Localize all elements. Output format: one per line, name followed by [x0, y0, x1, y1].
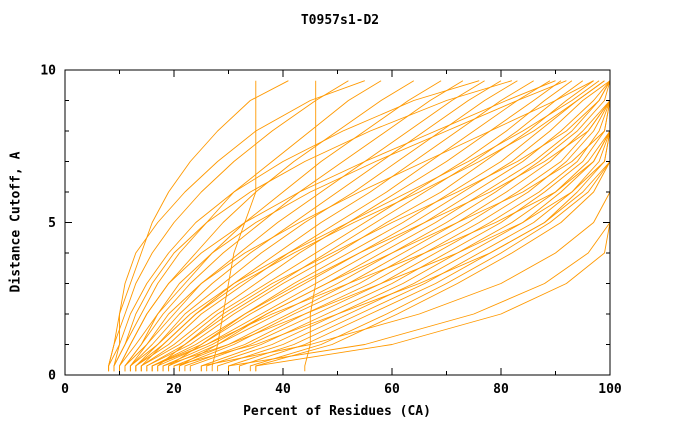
- model-curve-m19: [168, 80, 611, 372]
- model-curve-m45: [140, 80, 605, 372]
- model-curve-m37: [200, 80, 611, 372]
- y-tick-label: 0: [48, 369, 56, 384]
- model-curve-m12: [140, 80, 573, 372]
- model-curve-m08: [129, 80, 518, 372]
- model-curve-m10: [135, 80, 551, 372]
- model-curve-m48: [157, 80, 611, 372]
- model-curve-m06: [124, 80, 485, 372]
- model-curve-m46: [113, 80, 513, 372]
- model-curve-m47: [108, 80, 480, 372]
- x-tick-label: 40: [275, 382, 291, 397]
- x-tick-label: 60: [384, 382, 400, 397]
- model-curve-m20: [173, 80, 611, 372]
- model-curve-m26: [217, 80, 611, 372]
- model-curve-m22: [184, 80, 611, 372]
- model-curve-m41: [129, 80, 594, 372]
- x-axis-label: Percent of Residues (CA): [243, 404, 431, 419]
- x-tick-label: 20: [166, 382, 182, 397]
- y-tick-label: 5: [48, 216, 56, 231]
- model-curve-m49: [168, 80, 611, 372]
- model-curve-m24: [200, 80, 611, 372]
- model-curve-m13: [146, 80, 584, 372]
- x-tick-label: 0: [61, 382, 69, 397]
- model-curve-m42: [135, 80, 600, 372]
- x-tick-label: 80: [493, 382, 509, 397]
- model-curve-m32: [304, 80, 317, 372]
- model-curve-m15: [151, 80, 605, 372]
- model-curve-m18: [162, 80, 611, 372]
- model-curve-m44: [119, 80, 556, 372]
- y-tick-label: 10: [40, 64, 56, 79]
- model-curve-m04: [119, 80, 442, 372]
- model-curve-m31: [211, 80, 257, 372]
- model-curve-m34: [108, 80, 289, 372]
- model-curve-m43: [124, 80, 567, 372]
- model-curve-m09: [135, 80, 534, 372]
- plot-title: T0957s1-D2: [300, 13, 380, 28]
- x-tick-label: 100: [598, 382, 622, 397]
- model-curve-m11: [140, 80, 562, 372]
- model-curve-m50: [178, 80, 611, 372]
- model-curve-m16: [151, 80, 611, 372]
- model-curve-m23: [189, 80, 611, 372]
